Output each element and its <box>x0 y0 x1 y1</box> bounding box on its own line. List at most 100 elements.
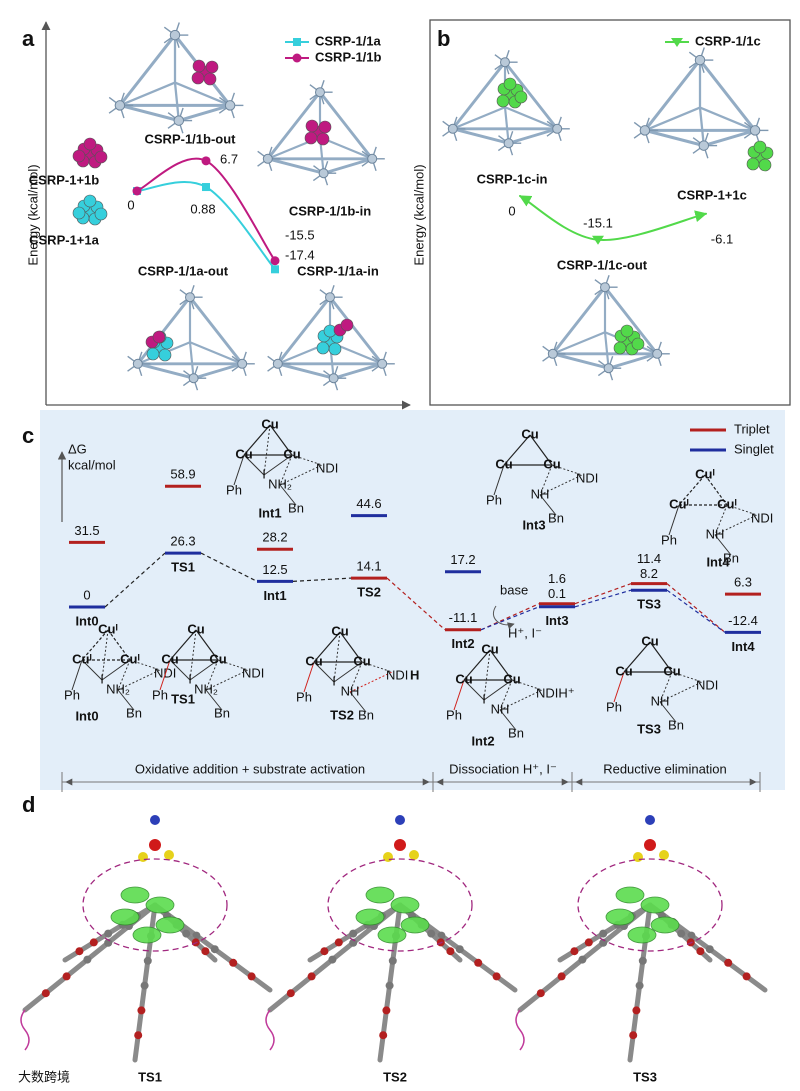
atom-label: Bn <box>508 725 524 740</box>
metal-atom <box>394 839 406 851</box>
cage-node <box>639 125 651 136</box>
data-point <box>270 256 280 266</box>
value-label: 14.1 <box>356 559 381 574</box>
bond <box>333 661 363 683</box>
framework-atom <box>427 929 436 938</box>
legend-label: Singlet <box>734 441 774 456</box>
cage-node <box>185 292 195 303</box>
species-label: CSRP-1+1a <box>29 232 99 247</box>
species-label: CSRP-1/1b-out <box>145 131 237 146</box>
guest-atom <box>83 137 97 151</box>
atom-label: I <box>262 466 266 481</box>
atom-label: Cuᴵ <box>72 651 92 666</box>
framework-atom <box>437 931 446 940</box>
atom-label: Cu <box>305 653 322 668</box>
bond <box>313 661 335 683</box>
rendering-caption: TS1 <box>138 1069 162 1084</box>
framework-atom <box>379 1031 388 1040</box>
cage-node <box>114 100 126 111</box>
framework-atom <box>229 958 238 967</box>
guest-molecule <box>191 59 219 86</box>
value-label: 17.2 <box>450 552 475 567</box>
panel-label: c <box>22 423 34 448</box>
atom-label: I <box>100 671 104 686</box>
bond <box>511 679 543 691</box>
stage-label: Oxidative addition + substrate activatio… <box>135 761 365 776</box>
cage-node <box>749 125 761 136</box>
guest-atom <box>304 131 318 145</box>
bond <box>333 631 341 683</box>
cage-node <box>367 153 378 164</box>
atom-label: I <box>482 691 486 706</box>
cage-bond <box>328 296 384 365</box>
structure: Cu Cu Cu Ph I NH Bn NDIH⁺ <box>446 641 575 740</box>
framework-atom <box>41 989 50 998</box>
bond <box>714 534 732 556</box>
cage-bond <box>323 157 373 175</box>
cage-node <box>547 348 558 359</box>
atom-label: Ph <box>606 699 622 714</box>
structure: Cu Cu Cu Ph I NH Bn NDI H <box>296 623 419 722</box>
tail <box>20 1009 30 1051</box>
framework-atom <box>104 929 113 938</box>
framework-atom <box>89 938 98 947</box>
species-label: CSRP-1+1b <box>29 172 99 187</box>
cage-bond <box>178 103 231 123</box>
framework-atom <box>104 938 113 947</box>
framework-atom <box>247 972 256 981</box>
atom-label: Bn <box>723 550 739 565</box>
guest-molecule <box>304 119 332 146</box>
bond <box>233 454 245 486</box>
atom-label: NH <box>531 486 550 501</box>
framework-atom <box>446 947 455 956</box>
framework-atom <box>349 929 358 938</box>
atom-label: I <box>332 673 336 688</box>
framework-atom <box>62 972 71 981</box>
value-label: 58.9 <box>170 467 195 482</box>
framework-atom <box>632 1006 641 1015</box>
framework-atom <box>724 958 733 967</box>
guest-molecule <box>72 194 108 226</box>
bond <box>159 659 171 691</box>
bond <box>81 659 103 681</box>
legend-label: CSRP-1/1a <box>315 33 382 48</box>
bond <box>623 641 651 673</box>
atom-label: Cu <box>209 651 226 666</box>
bond <box>169 659 191 681</box>
framework-atom <box>687 931 696 940</box>
atom-label: NDI <box>316 460 338 475</box>
cage-bond <box>266 91 322 160</box>
bond <box>349 661 363 693</box>
cage-node <box>600 282 610 293</box>
bond <box>551 464 583 476</box>
structure-caption: Int0 <box>75 708 98 723</box>
rendering <box>265 815 518 1063</box>
structure-caption: TS1 <box>171 691 195 706</box>
cage-node <box>603 363 614 374</box>
metal-atom <box>149 839 161 851</box>
cage-node <box>552 123 563 134</box>
framework-atom <box>388 956 397 965</box>
data-point <box>201 156 211 166</box>
value-label: -17.4 <box>285 247 315 262</box>
framework-atom <box>557 972 566 981</box>
atom-label: Cu <box>481 641 498 656</box>
structure-caption: Int2 <box>471 733 494 748</box>
cage-structure <box>257 80 385 186</box>
framework-atom <box>134 1031 143 1040</box>
bond <box>269 424 293 456</box>
cage-bond <box>643 59 702 132</box>
atom-label: Cu <box>283 446 300 461</box>
atom-label: Cu <box>235 446 252 461</box>
bond <box>279 454 293 486</box>
cage-bond <box>552 352 609 370</box>
bond <box>279 484 297 506</box>
species-label: CSRP-1/1c-out <box>557 257 648 272</box>
panel-background <box>40 410 785 790</box>
cage-node <box>377 358 388 369</box>
bond <box>539 464 553 496</box>
framework-atom <box>140 981 149 990</box>
cage-bond <box>173 82 180 121</box>
